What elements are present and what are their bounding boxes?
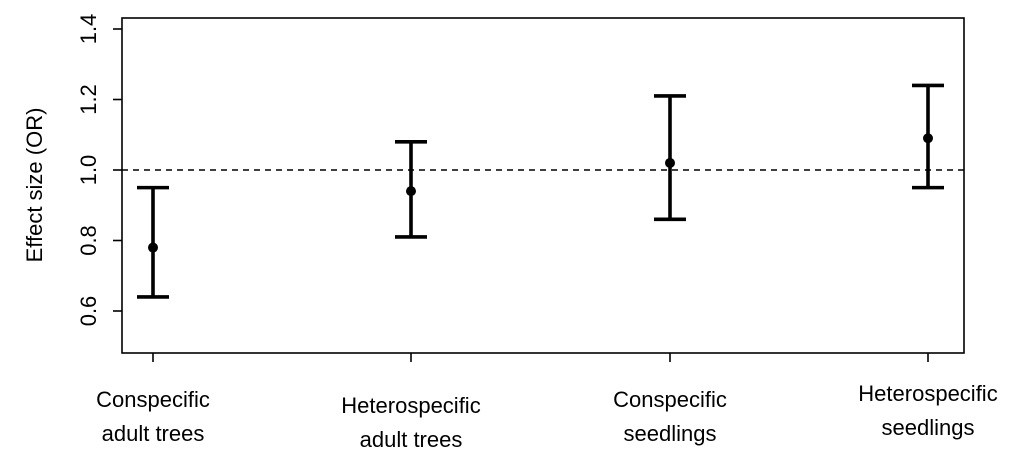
x-axis: Conspecific adult trees Heterospecific adul… (96, 353, 998, 452)
x-category-label-line2: adult trees (102, 421, 205, 446)
errorbar (137, 185, 169, 299)
plot-box (121, 17, 965, 354)
point-estimate (406, 186, 416, 197)
x-category-label-line1: Heterospecific (341, 393, 480, 418)
errorbar (912, 83, 944, 190)
y-tick-label: 0.8 (76, 225, 101, 256)
y-axis-label: Effect size (OR) (22, 108, 47, 263)
errorbar (654, 94, 686, 222)
x-category-label-line1: Conspecific (613, 387, 727, 412)
point-estimate (148, 242, 158, 253)
y-tick-label: 1.2 (76, 84, 101, 115)
y-axis: 0.6 0.8 1.0 1.2 1.4 (76, 14, 122, 327)
errorbar (395, 140, 427, 239)
x-category-label-line1: Conspecific (96, 387, 210, 412)
x-category-label-line2: seedlings (624, 421, 717, 446)
plot-frame (121, 17, 965, 354)
point-estimate (665, 157, 675, 168)
point-estimate (923, 133, 933, 144)
errorbar-marks (137, 83, 944, 299)
y-tick-label: 1.4 (76, 14, 101, 45)
y-tick-label: 0.6 (76, 296, 101, 327)
x-category-label-line2: seedlings (882, 415, 975, 440)
x-category-label-line1: Heterospecific (858, 381, 997, 406)
y-tick-label: 1.0 (76, 155, 101, 186)
x-category-label-line2: adult trees (360, 427, 463, 452)
